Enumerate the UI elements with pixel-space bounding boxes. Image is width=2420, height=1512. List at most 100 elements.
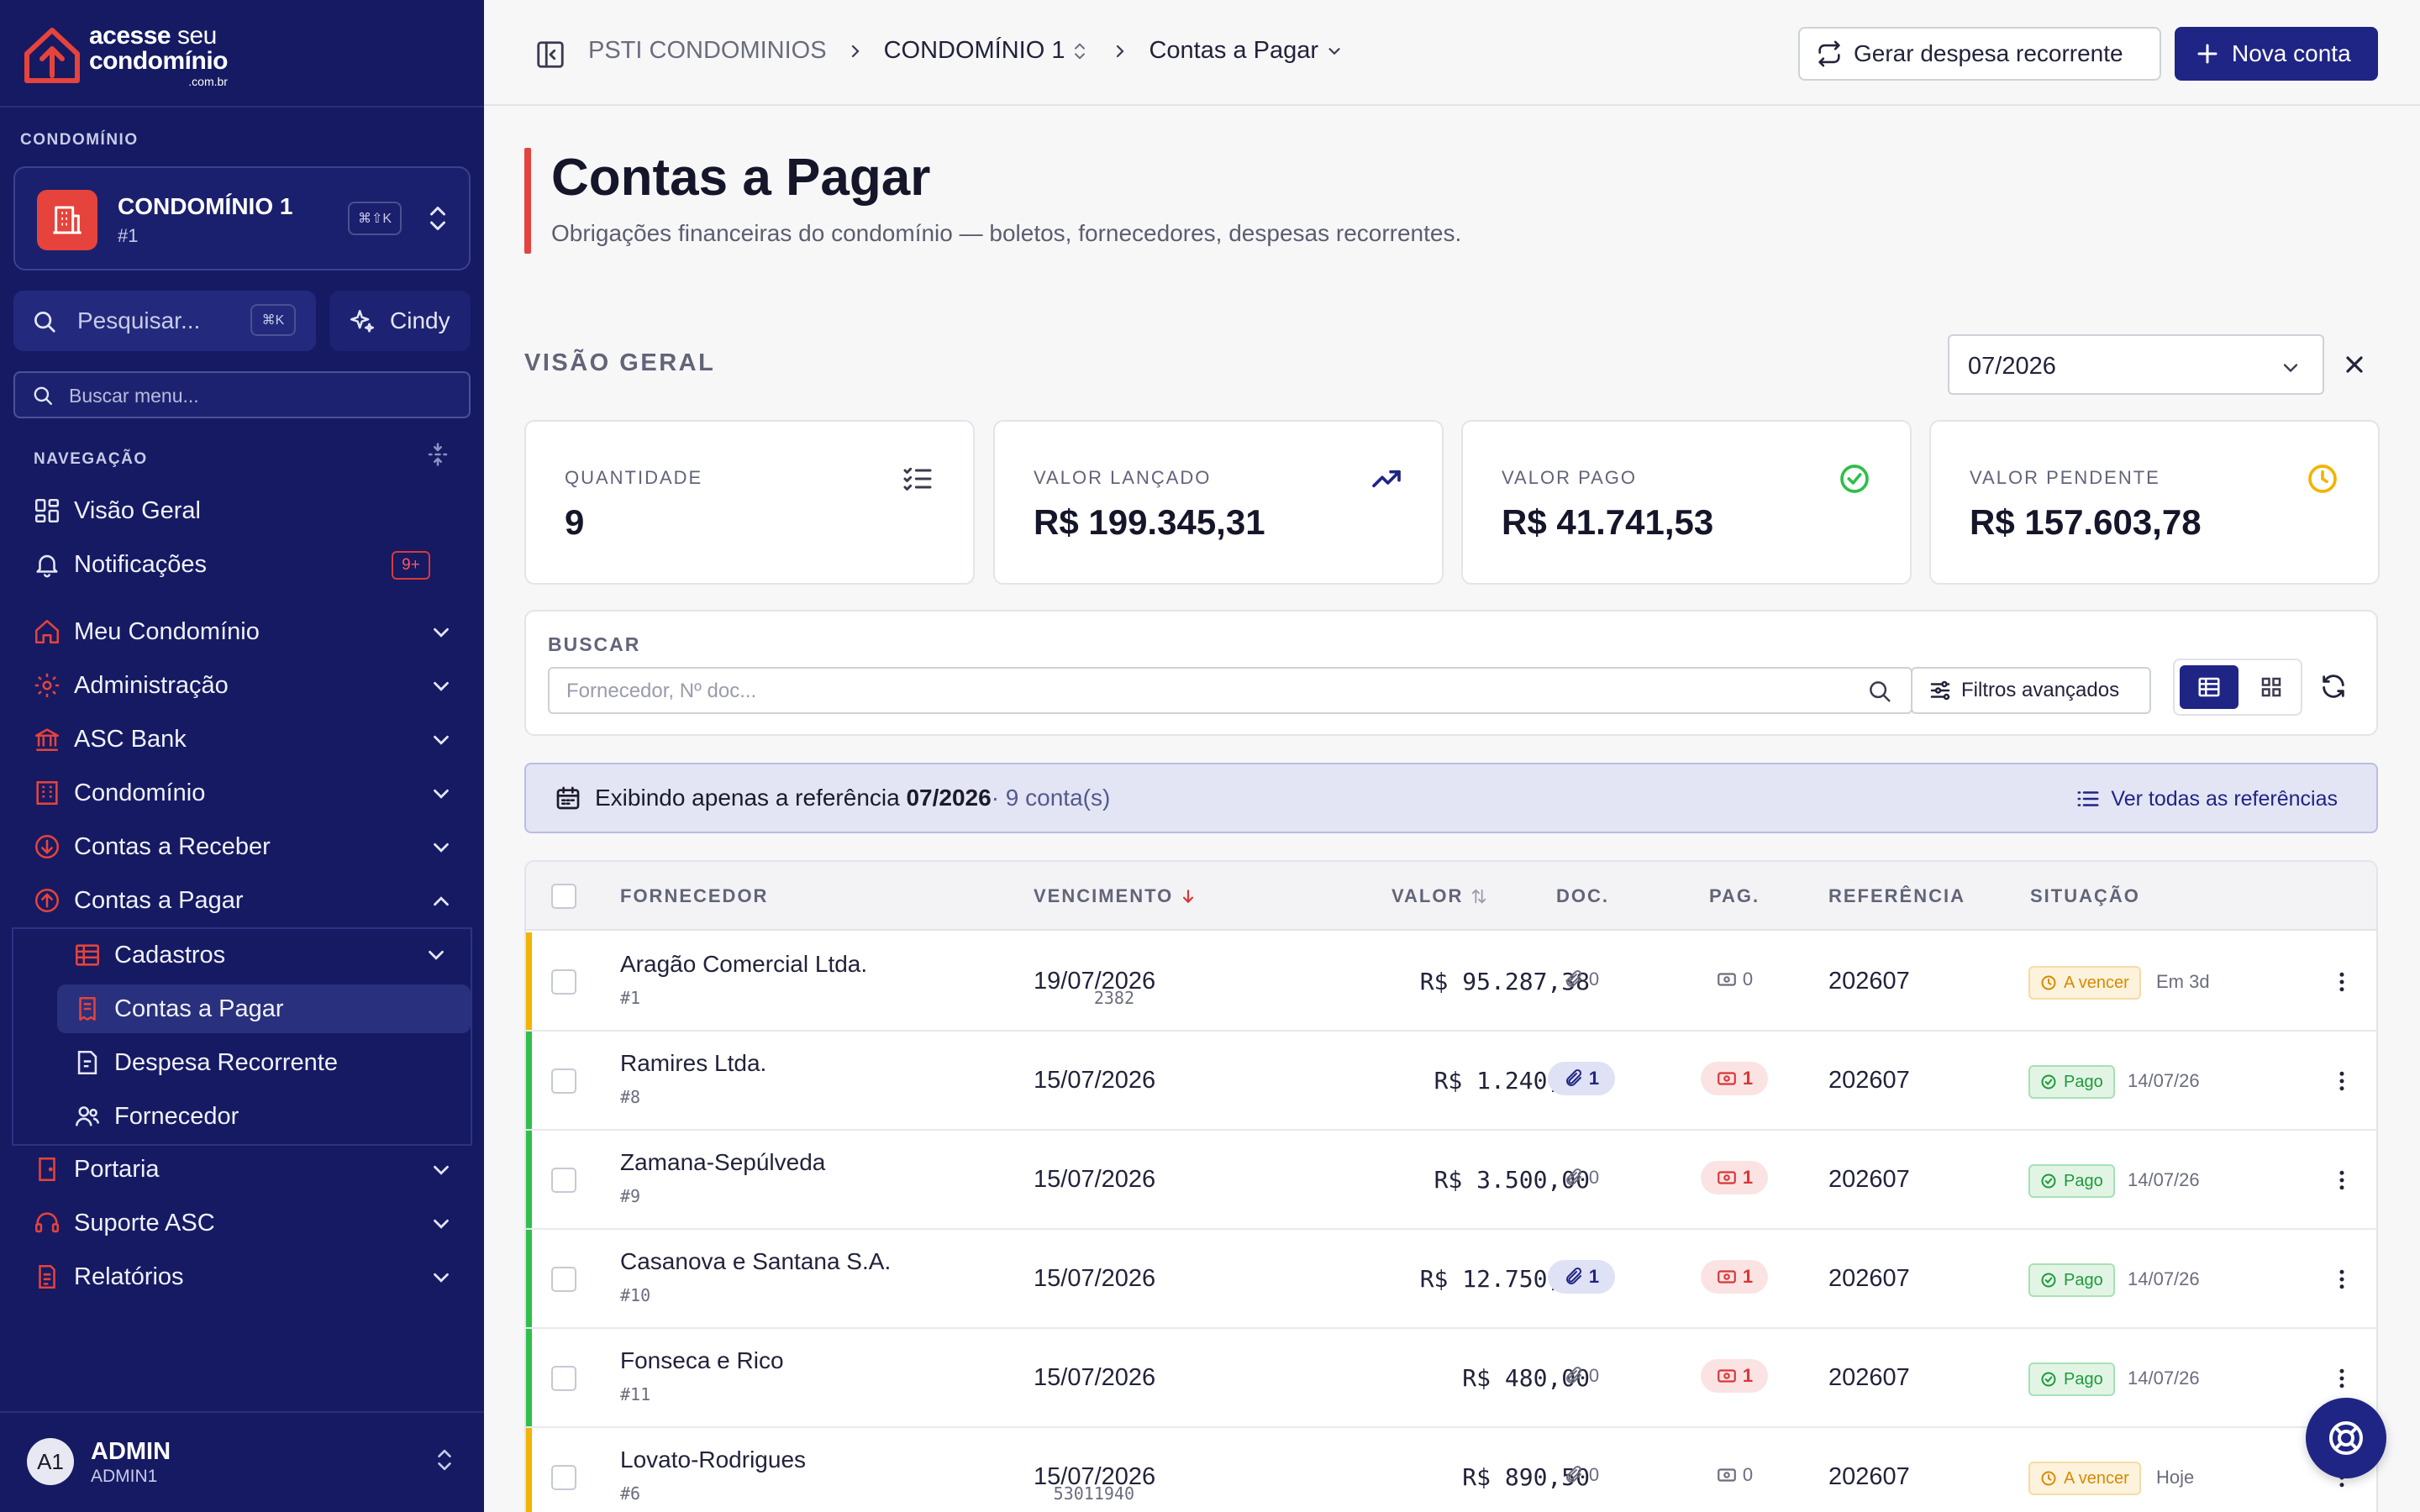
condo-switcher[interactable]: CONDOMÍNIO 1 #1 ⌘⇧K: [13, 166, 471, 270]
period-select[interactable]: 07/2026: [1948, 334, 2324, 395]
col-situacao[interactable]: SITUAÇÃO: [2030, 885, 2140, 906]
sort-icon: [1472, 889, 1486, 904]
summary-card-quantidade: QUANTIDADE 9: [524, 420, 975, 585]
reference-filter-banner: Exibindo apenas a referência 07/2026· 9 …: [524, 763, 2378, 833]
gear-icon: [30, 669, 64, 702]
col-valor[interactable]: VALOR: [1392, 885, 1488, 907]
reference: 202607: [1828, 968, 1910, 995]
global-search-button[interactable]: Pesquisar... ⌘K: [13, 291, 316, 351]
user-menu[interactable]: A1 ADMIN ADMIN1: [0, 1411, 484, 1512]
nav-item-asc-bank[interactable]: ASC Bank: [30, 717, 462, 761]
nav-item-condominio[interactable]: Condomínio: [30, 771, 462, 815]
search-input[interactable]: Fornecedor, Nº doc...: [548, 667, 1912, 714]
row-checkbox[interactable]: [551, 1267, 576, 1292]
documents-badge[interactable]: 0: [1548, 963, 1615, 996]
supplier-name[interactable]: Fonseca e Rico: [620, 1347, 784, 1373]
nav-item-label: Suporte ASC: [74, 1209, 215, 1236]
payments-count: 1: [1742, 1068, 1754, 1089]
sub-item-contas-pagar[interactable]: Contas a Pagar: [57, 984, 471, 1033]
generate-recurring-label: Gerar despesa recorrente: [1854, 40, 2123, 66]
clear-period-icon[interactable]: [2341, 351, 2368, 378]
more-vertical-icon[interactable]: [2329, 969, 2354, 995]
breadcrumb-item-root[interactable]: PSTI CONDOMINIOS: [588, 37, 827, 64]
supplier-name[interactable]: Lovato-Rodrigues: [620, 1446, 807, 1473]
chevron-right-icon: [851, 45, 860, 57]
documents-badge[interactable]: 0: [1548, 1359, 1615, 1393]
table-row[interactable]: Ramires Ltda. #8 15/07/2026 R$ 1.240,00 …: [526, 1032, 2376, 1131]
cash-icon: [1718, 1072, 1736, 1085]
breadcrumb-item-condo[interactable]: CONDOMÍNIO 1: [883, 37, 1065, 64]
payments-badge[interactable]: 1: [1701, 1161, 1768, 1194]
nav-item-administracao[interactable]: Administração: [30, 664, 462, 707]
documents-badge[interactable]: 0: [1548, 1458, 1615, 1492]
nav-item-visao-geral[interactable]: Visão Geral: [30, 489, 462, 533]
table-row[interactable]: Lovato-Rodrigues #6 53011940 15/07/2026 …: [526, 1428, 2376, 1512]
row-checkbox[interactable]: [551, 1465, 576, 1490]
select-all-checkbox[interactable]: [551, 884, 576, 909]
view-all-references-link[interactable]: Ver todas as referências: [2075, 786, 2338, 811]
sub-item-despesa-recorrente[interactable]: Despesa Recorrente: [57, 1038, 471, 1087]
grid-icon: [30, 494, 64, 528]
menu-search-placeholder: Buscar menu...: [69, 385, 199, 407]
row-checkbox[interactable]: [551, 1068, 576, 1094]
banner-text: Exibindo apenas a referência 07/2026· 9 …: [595, 785, 1110, 811]
recurring-doc-icon: [71, 1046, 104, 1079]
supplier-name[interactable]: Ramires Ltda.: [620, 1050, 767, 1076]
advanced-filters-button[interactable]: Filtros avançados: [1911, 667, 2151, 714]
generate-recurring-button[interactable]: Gerar despesa recorrente: [1798, 27, 2161, 81]
more-vertical-icon[interactable]: [2329, 1168, 2354, 1193]
documents-badge[interactable]: 0: [1548, 1161, 1615, 1194]
card-label: QUANTIDADE: [565, 467, 703, 488]
cindy-assistant-button[interactable]: Cindy: [329, 291, 471, 351]
amount: R$ 3.500,00: [1434, 1166, 1590, 1194]
new-bill-button[interactable]: Nova conta: [2175, 27, 2378, 81]
nav-item-contas-pagar[interactable]: Contas a Pagar: [30, 879, 462, 922]
payments-badge[interactable]: 0: [1701, 963, 1768, 996]
sub-item-cadastros[interactable]: Cadastros: [57, 931, 471, 979]
help-button[interactable]: [2306, 1398, 2386, 1478]
nav-item-portaria[interactable]: Portaria: [30, 1147, 462, 1191]
row-checkbox[interactable]: [551, 1366, 576, 1391]
more-vertical-icon[interactable]: [2329, 1068, 2354, 1094]
new-bill-label: Nova conta: [2232, 40, 2351, 66]
documents-badge[interactable]: 1: [1548, 1260, 1615, 1294]
sliders-icon: [1930, 680, 1950, 701]
supplier-name[interactable]: Zamana-Sepúlveda: [620, 1149, 826, 1175]
table-row[interactable]: Fonseca e Rico #11 15/07/2026 R$ 480,00 …: [526, 1329, 2376, 1428]
brand-logo[interactable]: acesse seu condomínio .com.br: [20, 22, 228, 89]
more-vertical-icon[interactable]: [2329, 1267, 2354, 1292]
sidebar-toggle-icon[interactable]: [534, 39, 566, 71]
nav-item-suporte[interactable]: Suporte ASC: [30, 1201, 462, 1245]
payments-badge[interactable]: 1: [1701, 1359, 1768, 1393]
refresh-icon[interactable]: [2319, 672, 2348, 701]
row-checkbox[interactable]: [551, 969, 576, 995]
menu-search-input[interactable]: Buscar menu...: [13, 371, 471, 418]
reference: 202607: [1828, 1067, 1910, 1094]
more-vertical-icon[interactable]: [2329, 1366, 2354, 1391]
supplier-id: #6: [620, 1483, 641, 1504]
row-checkbox[interactable]: [551, 1168, 576, 1193]
documents-badge[interactable]: 1: [1548, 1062, 1615, 1095]
breadcrumb-item-current[interactable]: Contas a Pagar: [1149, 37, 1318, 64]
table-view-button[interactable]: [2180, 665, 2238, 709]
nav-item-contas-receber[interactable]: Contas a Receber: [30, 825, 462, 869]
nav-item-notificacoes[interactable]: Notificações 9+: [30, 543, 462, 586]
supplier-name[interactable]: Casanova e Santana S.A.: [620, 1248, 892, 1274]
table-row[interactable]: Casanova e Santana S.A. #10 15/07/2026 R…: [526, 1230, 2376, 1329]
nav-item-label: Contas a Receber: [74, 832, 271, 860]
col-fornecedor[interactable]: FORNECEDOR: [620, 885, 769, 906]
supplier-name[interactable]: Aragão Comercial Ltda.: [620, 951, 868, 977]
nav-item-relatorios[interactable]: Relatórios: [30, 1255, 462, 1299]
col-vencimento[interactable]: VENCIMENTO: [1034, 885, 1197, 907]
table-row[interactable]: Zamana-Sepúlveda #9 15/07/2026 R$ 3.500,…: [526, 1131, 2376, 1230]
payments-badge[interactable]: 1: [1701, 1062, 1768, 1095]
sub-item-fornecedor[interactable]: Fornecedor: [57, 1092, 471, 1141]
reference: 202607: [1828, 1364, 1910, 1391]
payments-badge[interactable]: 0: [1701, 1458, 1768, 1492]
nav-item-meu-condominio[interactable]: Meu Condomínio: [30, 610, 462, 654]
payments-badge[interactable]: 1: [1701, 1260, 1768, 1294]
grid-view-button[interactable]: [2245, 665, 2297, 709]
table-row[interactable]: Aragão Comercial Ltda. #1 2382 19/07/202…: [526, 932, 2376, 1032]
collapse-all-icon[interactable]: [425, 442, 450, 467]
col-referencia[interactable]: REFERÊNCIA: [1828, 885, 1966, 906]
